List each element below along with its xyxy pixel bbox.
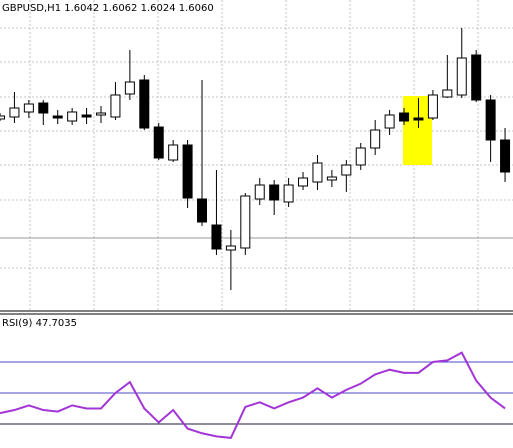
candle-body <box>283 184 294 203</box>
candle-body <box>500 139 511 173</box>
candle-body <box>269 184 280 201</box>
candle-body <box>399 112 410 122</box>
candle-body <box>0 115 5 120</box>
candle-body <box>67 111 78 122</box>
candle-body <box>96 112 107 116</box>
candle-body <box>298 177 309 187</box>
candle-body <box>197 198 208 223</box>
candle-body <box>124 81 135 95</box>
candle-body <box>168 144 179 161</box>
candle-body <box>23 103 34 113</box>
candle-body <box>153 126 164 159</box>
candle-body <box>384 114 395 129</box>
candle-body <box>326 176 337 181</box>
candle-body <box>52 115 63 119</box>
candle-body <box>240 195 251 249</box>
candle-body <box>254 184 265 200</box>
candle-body <box>471 54 482 101</box>
candle-body <box>442 89 453 98</box>
rsi-line <box>0 351 506 439</box>
candle-body <box>182 144 193 199</box>
candle-body <box>485 99 496 141</box>
candle-body <box>312 162 323 183</box>
candle-body <box>341 164 352 176</box>
candle-body <box>370 129 381 149</box>
candle-body <box>427 94 438 119</box>
candle-body <box>38 102 49 114</box>
candle-body <box>225 245 236 251</box>
candle-body <box>355 147 366 166</box>
highlight-rectangle <box>403 96 432 165</box>
candle-body <box>110 94 121 118</box>
chart-title: GBPUSD,H1 1.6042 1.6062 1.6024 1.6060 <box>2 3 214 14</box>
candle-body <box>456 57 467 96</box>
indicator-title: RSI(9) 47.7035 <box>2 318 77 329</box>
candle-body <box>139 79 150 129</box>
candle-body <box>81 114 92 118</box>
candle-body <box>413 117 424 121</box>
grid <box>0 0 513 310</box>
candle-body <box>211 224 222 250</box>
candle-body <box>9 107 20 118</box>
